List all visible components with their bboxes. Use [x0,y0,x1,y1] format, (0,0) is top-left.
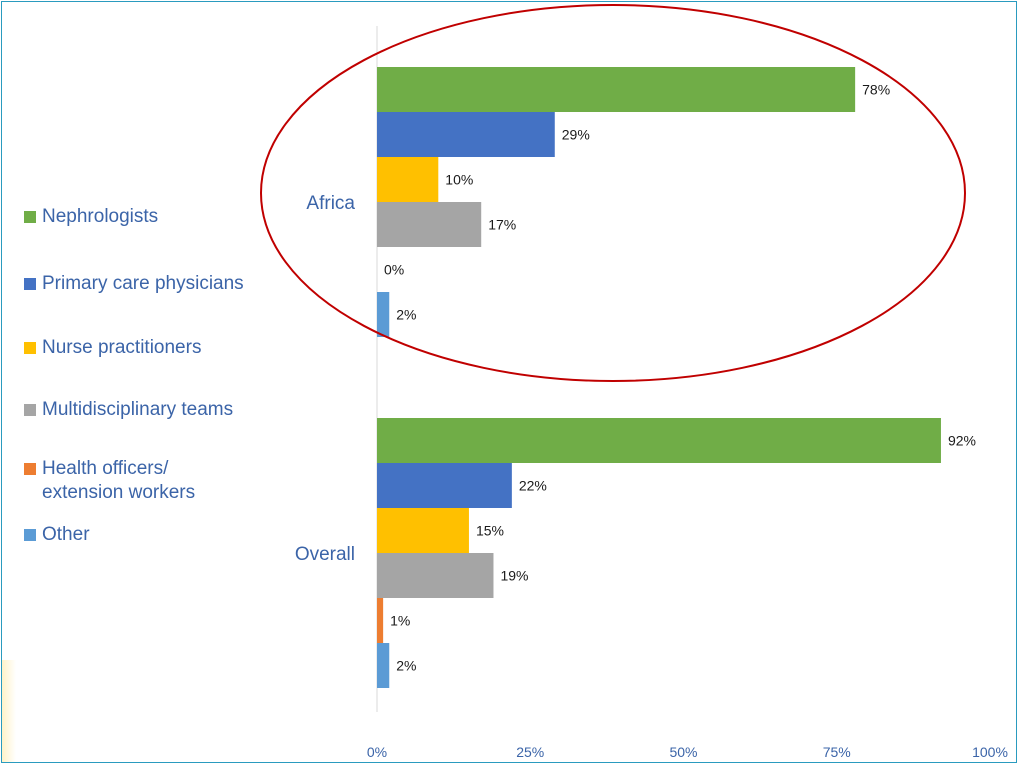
slide-edge-accent [2,660,16,762]
bar [377,112,555,157]
x-tick-label: 100% [972,744,1008,760]
data-label: 10% [445,172,473,188]
data-label: 0% [384,262,404,278]
x-tick-label: 25% [516,744,544,760]
data-label: 78% [862,82,890,98]
legend-item-nephrologists: Nephrologists [24,205,158,229]
data-label: 19% [500,568,528,584]
category-label: Africa [306,193,355,214]
legend-swatch-nurse [24,342,36,354]
data-label: 29% [562,127,590,143]
bar [377,508,469,553]
legend-item-health-officers: Health officers/ extension workers [24,457,195,505]
legend-swatch-health-officers [24,463,36,475]
legend-label: Nurse practitioners [42,337,202,358]
x-tick-label: 0% [367,744,387,760]
legend-swatch-other [24,529,36,541]
legend-label: Primary care physicians [42,273,244,294]
data-label: 1% [390,613,410,629]
legend-label: Other [42,524,90,545]
x-tick-label: 50% [669,744,697,760]
legend-swatch-primary-care [24,278,36,290]
data-label: 92% [948,433,976,449]
bar [377,463,512,508]
data-label: 2% [396,307,416,323]
legend-item-nurse: Nurse practitioners [24,336,201,360]
bar [377,202,482,247]
highlight-ellipse [260,4,966,382]
bar [377,643,390,688]
data-label: 15% [476,523,504,539]
legend-label: Nephrologists [42,206,159,227]
bar [377,553,494,598]
legend-swatch-nephrologists [24,211,36,223]
data-label: 17% [488,217,516,233]
bar [377,157,439,202]
legend-item-other: Other [24,523,90,547]
bar [377,418,941,463]
data-label: 22% [519,478,547,494]
legend-swatch-multidisciplinary [24,404,36,416]
legend-label: Multidisciplinary teams [42,399,234,420]
legend-item-primary-care: Primary care physicians [24,272,244,296]
category-label: Overall [295,544,355,565]
legend-item-multidisciplinary: Multidisciplinary teams [24,398,233,422]
x-tick-label: 75% [823,744,851,760]
data-label: 2% [396,658,416,674]
bar [377,598,384,643]
bar [377,67,856,112]
bar [377,292,390,337]
legend-label: Health officers/ extension workers [42,458,196,503]
